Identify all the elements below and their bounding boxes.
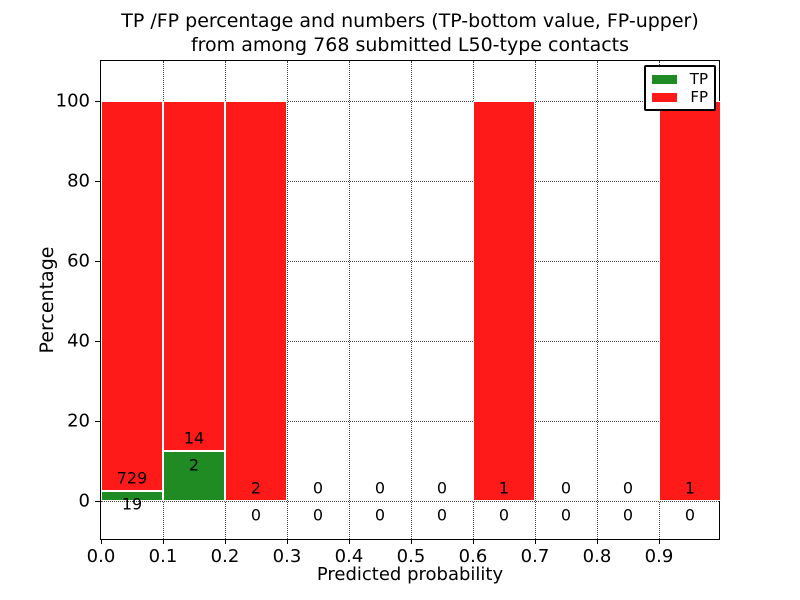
fp-count-label: 0 — [436, 478, 448, 498]
fp-count-label: 2 — [250, 478, 262, 498]
legend: TP FP — [644, 65, 716, 111]
bar-segment-fp — [163, 101, 225, 451]
gridline-vertical — [411, 61, 412, 539]
bar-segment-fp — [101, 101, 163, 491]
y-tick-label: 20 — [67, 410, 90, 432]
fp-count-label: 0 — [312, 478, 324, 498]
tp-count-label: 19 — [121, 494, 143, 514]
bar-segment-fp — [225, 101, 287, 501]
tp-count-label: 0 — [560, 505, 572, 525]
tp-count-label: 0 — [498, 505, 510, 525]
x-tick-mark — [659, 539, 660, 544]
gridline-horizontal — [101, 421, 719, 422]
gridline-horizontal — [101, 101, 719, 102]
tp-count-label: 0 — [312, 505, 324, 525]
y-tick-label: 0 — [78, 490, 90, 512]
y-axis-label: Percentage — [36, 246, 58, 354]
y-tick-label: 60 — [67, 250, 90, 272]
x-tick-mark — [163, 539, 164, 544]
x-tick-label: 0.4 — [334, 546, 364, 567]
y-tick-mark — [94, 181, 100, 182]
x-tick-mark — [287, 539, 288, 544]
y-tick-mark — [94, 421, 100, 422]
fp-count-label: 14 — [183, 428, 205, 448]
x-tick-mark — [473, 539, 474, 544]
gridline-horizontal — [101, 341, 719, 342]
x-axis-label: Predicted probability — [316, 564, 504, 585]
gridline-vertical — [597, 61, 598, 539]
tp-count-label: 0 — [250, 505, 262, 525]
tp-count-label: 0 — [374, 505, 386, 525]
gridline-horizontal — [101, 181, 719, 182]
legend-entry-fp: FP — [652, 87, 708, 106]
gridline-horizontal — [101, 501, 719, 502]
tp-count-label: 2 — [188, 455, 200, 475]
gridline-vertical — [349, 61, 350, 539]
y-tick-mark — [94, 501, 100, 502]
gridline-horizontal — [101, 261, 719, 262]
chart-title-line1: TP /FP percentage and numbers (TP-bottom… — [121, 10, 699, 32]
bar-segment-fp — [473, 101, 535, 501]
x-tick-mark — [535, 539, 536, 544]
tp-legend-label: TP — [689, 69, 708, 88]
x-tick-label: 0.6 — [458, 546, 488, 567]
tp-count-label: 0 — [684, 505, 696, 525]
chart-title: TP /FP percentage and numbers (TP-bottom… — [100, 9, 720, 57]
fp-count-label: 729 — [116, 468, 148, 488]
y-tick-mark — [94, 101, 100, 102]
gridline-vertical — [287, 61, 288, 539]
y-tick-label: 40 — [67, 330, 90, 352]
x-tick-label: 0.8 — [582, 546, 612, 567]
bar-segment-tp — [101, 490, 163, 501]
legend-entry-tp: TP — [652, 69, 708, 88]
bar-segment-tp — [163, 451, 225, 501]
fp-count-label: 0 — [374, 478, 386, 498]
fp-legend-swatch — [652, 92, 677, 102]
plot-area: 729 19 14 2 2 0 0 0 0 0 0 0 1 0 0 0 0 0 1 0 0.0 0.1 0.2 0.3 0.4 0… — [56, 60, 721, 567]
fp-count-label: 1 — [498, 478, 510, 498]
fp-count-label: 1 — [684, 478, 696, 498]
bar-segment-fp — [659, 101, 721, 501]
x-tick-label: 0.9 — [644, 546, 674, 567]
y-tick-label: 100 — [55, 90, 90, 112]
x-tick-mark — [411, 539, 412, 544]
gridline-vertical — [535, 61, 536, 539]
x-tick-label: 0.0 — [86, 546, 116, 567]
x-tick-mark — [225, 539, 226, 544]
x-tick-label: 0.7 — [520, 546, 550, 567]
y-tick-mark — [94, 261, 100, 262]
y-tick-mark — [94, 341, 100, 342]
y-tick-label: 80 — [67, 170, 90, 192]
fp-count-label: 0 — [560, 478, 572, 498]
x-tick-label: 0.1 — [148, 546, 178, 567]
chart-title-line2: from among 768 submitted L50-type contac… — [190, 34, 630, 56]
x-tick-mark — [349, 539, 350, 544]
tp-count-label: 0 — [436, 505, 448, 525]
fp-count-label: 0 — [622, 478, 634, 498]
tp-count-label: 0 — [622, 505, 634, 525]
fp-legend-label: FP — [690, 87, 708, 106]
x-tick-label: 0.3 — [272, 546, 302, 567]
x-tick-label: 0.2 — [210, 546, 240, 567]
tp-legend-swatch — [652, 74, 677, 84]
x-tick-mark — [597, 539, 598, 544]
x-tick-label: 0.5 — [396, 546, 426, 567]
x-tick-mark — [101, 539, 102, 544]
